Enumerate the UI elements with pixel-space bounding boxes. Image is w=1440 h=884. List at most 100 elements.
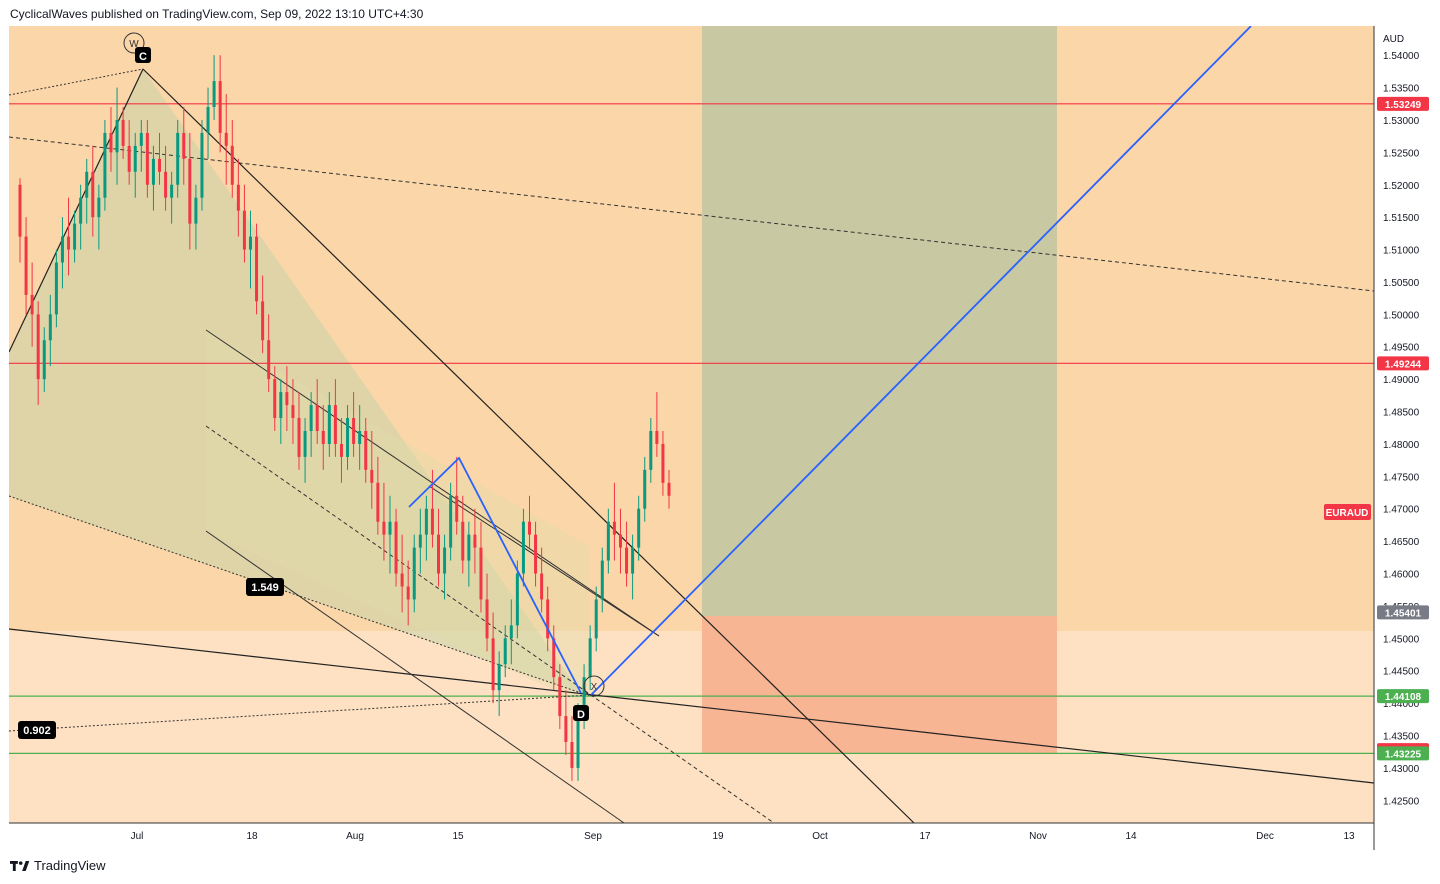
candle [145, 119, 149, 198]
candle [473, 508, 477, 574]
candle [127, 119, 131, 185]
x-tick-label: Jul [131, 831, 144, 842]
candle [42, 327, 46, 393]
y-tick-label: 1.50000 [1383, 310, 1420, 321]
candle [158, 132, 162, 185]
chart-svg[interactable]: W C X D 1.549 0.902 AUD 1.54000 1.53500 1.… [8, 25, 1433, 850]
candle [248, 210, 252, 289]
y-tick-label: 1.54000 [1383, 51, 1420, 62]
candle [655, 392, 659, 457]
price-tag-text: 1.53249 [1385, 100, 1422, 111]
candle [406, 560, 410, 626]
candle [400, 534, 404, 613]
dotted-ratio-line [8, 694, 590, 732]
candle [461, 495, 465, 574]
y-tick-label: 1.48500 [1383, 408, 1420, 419]
loss-zone [702, 616, 1057, 753]
point-d-text: D [577, 709, 585, 721]
triangle-right-edge [142, 68, 915, 824]
candle [206, 87, 210, 159]
candle [291, 379, 295, 444]
candle [521, 508, 525, 587]
lower-lighter-region [9, 631, 1374, 823]
candle [24, 217, 28, 315]
candle [376, 456, 380, 535]
ratio-label-2[interactable]: 0.902 [18, 721, 56, 739]
y-tick-label: 1.47500 [1383, 472, 1420, 483]
candle [352, 392, 356, 457]
candle [370, 430, 374, 509]
candle [327, 392, 331, 457]
candle [382, 482, 386, 561]
ratio-2-text: 0.902 [23, 725, 51, 737]
candle [54, 249, 58, 328]
candle [73, 210, 77, 263]
candle [303, 418, 307, 483]
candle [497, 651, 501, 717]
x-tick-label: 15 [452, 831, 464, 842]
candle [534, 521, 538, 587]
y-tick-label: 1.49000 [1383, 375, 1420, 386]
y-tick-label: 1.52500 [1383, 148, 1420, 159]
abcd-projection [408, 456, 582, 694]
candle [625, 521, 629, 587]
candle [558, 664, 562, 730]
candle [321, 405, 325, 470]
point-c-text: C [139, 51, 147, 63]
price-tag-1: 1.49244 [1377, 356, 1429, 371]
x-tick-label: 19 [712, 831, 724, 842]
candle [606, 508, 610, 574]
candle [467, 521, 471, 587]
price-tag-0: 1.53249 [1377, 96, 1429, 111]
candle [600, 547, 604, 613]
y-tick-label: 1.42500 [1383, 796, 1420, 807]
candle [546, 586, 550, 652]
candle [48, 294, 52, 367]
candle [285, 366, 289, 431]
currency-label: AUD [1383, 34, 1404, 45]
symbol-tag[interactable]: EURAUD [1324, 504, 1371, 520]
candle [333, 379, 337, 457]
candle [188, 132, 192, 250]
candle [552, 625, 556, 691]
footer: TradingView [10, 858, 106, 873]
y-tick-label: 1.53500 [1383, 84, 1420, 95]
candle [570, 716, 574, 781]
candle [424, 495, 428, 561]
upper-dotted-line [8, 68, 144, 96]
candle [267, 314, 271, 393]
candle [261, 275, 265, 354]
symbol-tag-text: EURAUD [1326, 508, 1369, 519]
ratio-label-1[interactable]: 1.549 [246, 578, 284, 596]
y-tick-label: 1.50500 [1383, 278, 1420, 289]
publish-header: CyclicalWaves published on TradingView.c… [10, 7, 424, 21]
point-x-label[interactable]: X [583, 675, 605, 697]
candle [91, 145, 95, 237]
candle [230, 119, 234, 198]
candle [443, 534, 447, 600]
candle [618, 508, 622, 574]
candle [182, 106, 186, 185]
candle [455, 456, 459, 535]
candle [273, 366, 277, 431]
candle [339, 418, 343, 483]
candle [218, 55, 222, 153]
candle [637, 495, 641, 561]
x-tick-label: Nov [1029, 831, 1047, 842]
candle [67, 197, 71, 276]
x-tick-label: Oct [812, 831, 828, 842]
wave-label-w[interactable]: W [123, 32, 145, 54]
y-tick-label: 1.46500 [1383, 537, 1420, 548]
candle [394, 508, 398, 587]
breakout-line [428, 485, 660, 637]
candle [151, 145, 155, 211]
x-tick-label: Aug [346, 831, 364, 842]
point-c-label[interactable]: C [135, 47, 151, 63]
price-tag-text: 1.44108 [1385, 692, 1422, 703]
chart-area[interactable]: W C X D 1.549 0.902 AUD 1.54000 1.53500 1.… [8, 25, 1433, 850]
y-tick-label: 1.45000 [1383, 634, 1420, 645]
point-d-label[interactable]: D [573, 705, 589, 721]
tradingview-logo-icon [10, 860, 30, 871]
price-axis[interactable] [1374, 26, 1433, 850]
time-axis[interactable] [9, 823, 1374, 850]
